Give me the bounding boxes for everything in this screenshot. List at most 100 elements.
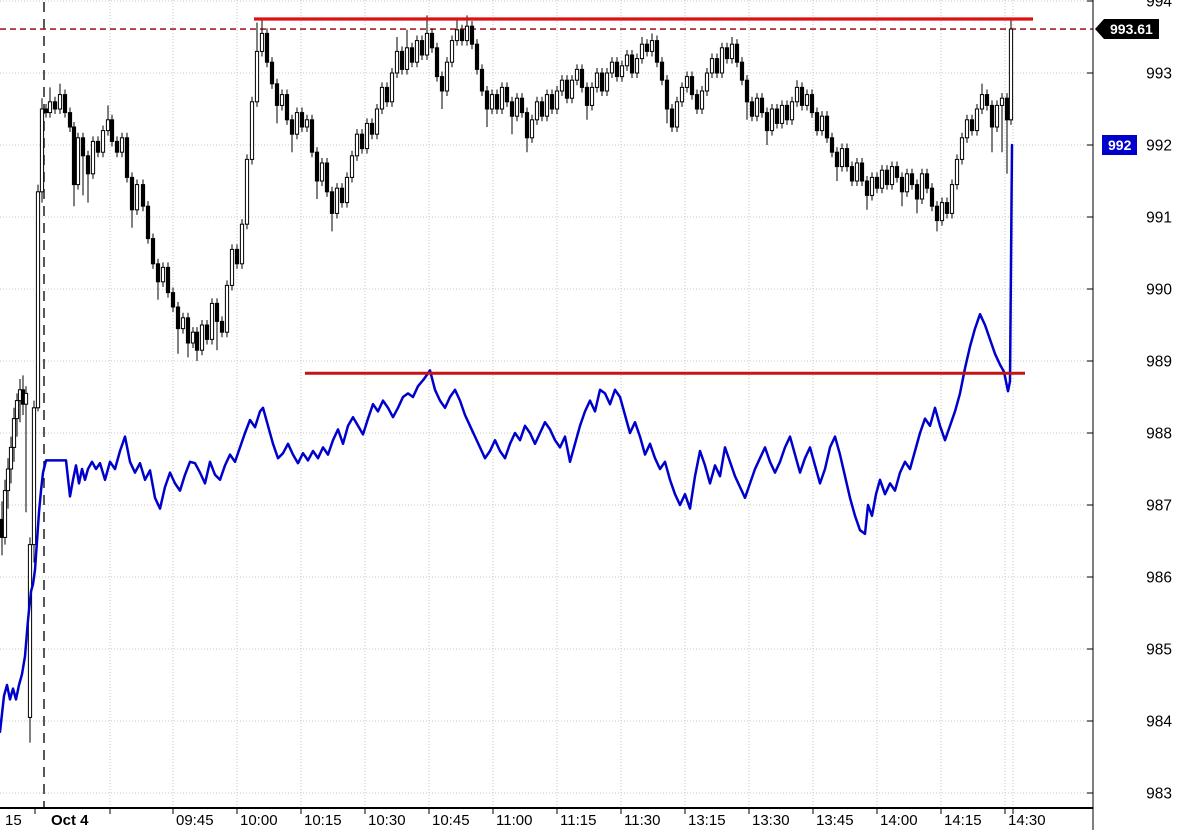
candle (129, 176, 135, 211)
candle (624, 54, 630, 67)
candle (844, 148, 850, 168)
candle (564, 79, 570, 99)
candle (984, 94, 990, 106)
candle (219, 320, 225, 333)
candle (904, 173, 910, 193)
candle (394, 50, 400, 74)
candle (359, 133, 365, 150)
candle (974, 108, 980, 132)
candle-presession (23, 392, 29, 405)
candle (414, 40, 420, 63)
candle (424, 32, 430, 56)
candle (379, 86, 385, 110)
x-axis-label: 10:30 (368, 812, 406, 829)
candle (43, 108, 49, 114)
x-axis-label: 11:00 (496, 812, 532, 829)
candle (654, 40, 660, 63)
candle (879, 169, 885, 189)
candle (829, 137, 835, 153)
candle (449, 40, 455, 63)
candle (109, 119, 115, 142)
candle (964, 119, 970, 139)
candle (959, 137, 965, 160)
candle (114, 140, 120, 153)
candle (269, 61, 275, 85)
candle (494, 94, 500, 110)
candle (849, 166, 855, 182)
candle (439, 76, 445, 92)
x-axis-label: 10:45 (432, 812, 470, 829)
candle (704, 72, 710, 92)
candle (369, 122, 375, 135)
candle (804, 94, 810, 106)
candle (769, 108, 775, 132)
candle (105, 119, 111, 132)
x-axis-label: 15 (5, 812, 22, 829)
candle (444, 61, 450, 92)
candle (464, 25, 470, 42)
candle (824, 115, 830, 139)
x-axis-label: 10:15 (304, 812, 342, 829)
candle (234, 248, 240, 265)
candle (185, 317, 191, 344)
candle (199, 324, 205, 351)
candle (799, 86, 805, 106)
candle (274, 83, 280, 106)
candle (504, 86, 510, 103)
candle (889, 166, 895, 186)
x-axis-label: 13:45 (816, 812, 854, 829)
candle (589, 86, 595, 106)
candle (299, 112, 305, 128)
candle (949, 184, 955, 214)
candle (779, 104, 785, 124)
candle (150, 238, 156, 265)
x-axis-label: 13:30 (752, 812, 790, 829)
y-axis-label: 989 (1146, 354, 1172, 371)
candle (934, 205, 940, 222)
candle (724, 47, 730, 60)
x-axis-label: 14:00 (880, 812, 918, 829)
candle (939, 202, 945, 222)
candle (524, 112, 530, 139)
candle (874, 176, 880, 189)
candle (774, 108, 780, 124)
candle (834, 151, 840, 168)
candle (209, 302, 215, 340)
candle (284, 94, 290, 121)
candle (85, 155, 91, 175)
candle (289, 119, 295, 135)
candle (989, 104, 995, 128)
candle (75, 137, 81, 186)
candle (484, 90, 490, 110)
candle (584, 86, 590, 106)
candle (194, 331, 200, 351)
candle (279, 94, 285, 106)
candle (814, 112, 820, 132)
candle (534, 101, 540, 121)
candle (354, 133, 360, 157)
candle (739, 61, 745, 81)
candle (165, 266, 171, 294)
candle (304, 119, 310, 128)
candle (119, 137, 125, 153)
y-axis-label: 990 (1146, 282, 1172, 299)
candle (264, 32, 270, 63)
candle (429, 32, 435, 49)
candle (864, 180, 870, 196)
candle (594, 72, 600, 88)
candle (924, 173, 930, 189)
y-axis-label: 988 (1146, 426, 1172, 443)
candle (994, 104, 1000, 128)
candle (71, 126, 77, 186)
candle (954, 158, 960, 186)
candle (259, 32, 265, 52)
candle (609, 61, 615, 74)
candle (669, 108, 675, 128)
candle (374, 108, 380, 135)
candle (549, 94, 555, 110)
candle (80, 137, 86, 157)
candle (224, 284, 230, 333)
candle (474, 43, 480, 70)
